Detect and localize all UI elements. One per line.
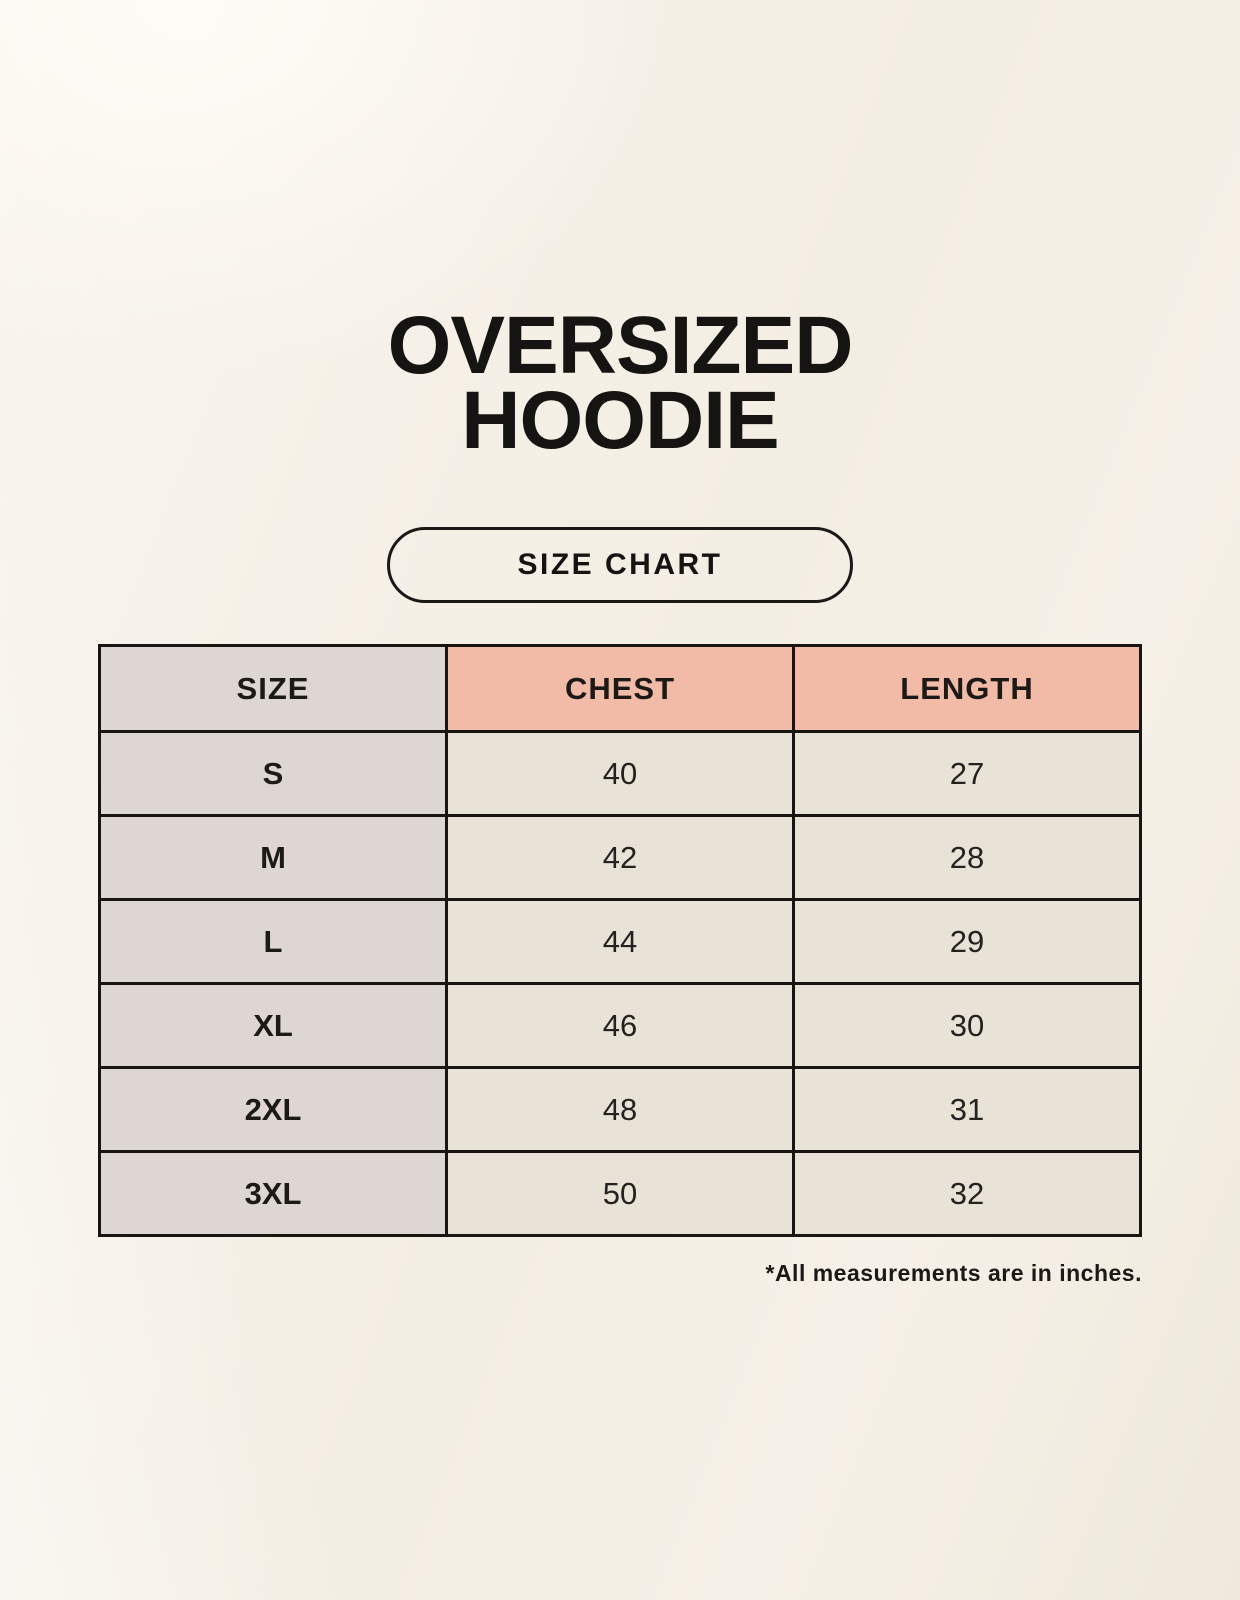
table-row: L 44 29 [98, 898, 1142, 985]
cell-length: 27 [792, 730, 1142, 817]
cell-chest: 48 [445, 1066, 795, 1153]
cell-chest: 40 [445, 730, 795, 817]
table-row: XL 46 30 [98, 982, 1142, 1069]
cell-chest: 50 [445, 1150, 795, 1237]
cell-size: L [98, 898, 448, 985]
product-title-line1: OVERSIZED [387, 300, 854, 391]
table-row: M 42 28 [98, 814, 1142, 901]
cell-length: 31 [792, 1066, 1142, 1153]
size-chart-button-label: SIZE CHART [517, 548, 723, 581]
cell-size: S [98, 730, 448, 817]
cell-size: M [98, 814, 448, 901]
header-cell-length: LENGTH [792, 644, 1142, 733]
cell-size: 3XL [98, 1150, 448, 1237]
product-title: OVERSIZED HOODIE [0, 300, 1240, 466]
size-chart-button[interactable]: SIZE CHART [387, 527, 853, 603]
header-cell-chest: CHEST [445, 644, 795, 733]
cell-size: 2XL [98, 1066, 448, 1153]
cell-chest: 42 [445, 814, 795, 901]
header-cell-size: SIZE [98, 644, 448, 733]
table-row: S 40 27 [98, 730, 1142, 817]
table-row: 2XL 48 31 [98, 1066, 1142, 1153]
size-table: SIZE CHEST LENGTH S 40 27 M 42 28 L 44 2… [98, 644, 1142, 1237]
cell-length: 32 [792, 1150, 1142, 1237]
cell-chest: 44 [445, 898, 795, 985]
cell-size: XL [98, 982, 448, 1069]
cell-length: 30 [792, 982, 1142, 1069]
cell-length: 28 [792, 814, 1142, 901]
product-title-line2: HOODIE [461, 375, 779, 466]
table-header-row: SIZE CHEST LENGTH [98, 644, 1142, 733]
cell-chest: 46 [445, 982, 795, 1069]
cell-length: 29 [792, 898, 1142, 985]
table-row: 3XL 50 32 [98, 1150, 1142, 1237]
measurements-footnote: *All measurements are in inches. [765, 1260, 1142, 1286]
